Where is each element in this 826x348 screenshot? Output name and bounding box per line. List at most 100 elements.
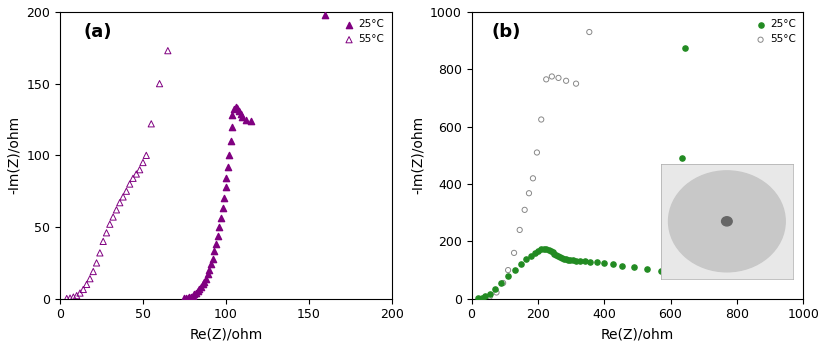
55°C (490, 290, 503, 295)
55°C (539, 77, 553, 82)
55°C (522, 190, 535, 196)
Text: (b): (b) (491, 23, 521, 41)
25°C (224, 138, 237, 144)
25°C (488, 286, 501, 292)
25°C (204, 262, 217, 267)
25°C (539, 246, 553, 252)
25°C (524, 253, 537, 259)
25°C (229, 104, 242, 109)
25°C (584, 259, 597, 264)
25°C (230, 105, 244, 111)
55°C (507, 250, 520, 256)
55°C (501, 267, 515, 273)
55°C (123, 181, 136, 187)
25°C (520, 256, 533, 262)
25°C (495, 280, 508, 285)
Text: (a): (a) (83, 23, 112, 41)
25°C (548, 251, 561, 256)
55°C (133, 167, 146, 173)
25°C (560, 256, 573, 262)
Y-axis label: -Im(Z)/ohm: -Im(Z)/ohm (7, 116, 21, 195)
25°C (234, 111, 247, 117)
25°C (219, 184, 232, 190)
55°C (100, 230, 113, 236)
25°C (641, 266, 654, 271)
55°C (559, 78, 572, 84)
55°C (569, 81, 582, 86)
55°C (77, 287, 90, 292)
55°C (552, 75, 565, 81)
25°C (186, 293, 199, 298)
55°C (530, 150, 544, 155)
55°C (116, 194, 130, 200)
25°C (669, 239, 682, 244)
25°C (179, 295, 192, 301)
55°C (70, 293, 83, 298)
25°C (515, 261, 528, 267)
25°C (201, 271, 214, 277)
55°C (145, 121, 158, 127)
X-axis label: Re(Z)/ohm: Re(Z)/ohm (189, 327, 263, 341)
25°C (616, 263, 629, 269)
25°C (672, 201, 686, 207)
25°C (501, 273, 515, 279)
25°C (564, 257, 577, 263)
25°C (244, 118, 258, 124)
25°C (199, 276, 212, 282)
55°C (513, 227, 526, 233)
25°C (225, 112, 239, 118)
25°C (209, 242, 222, 247)
55°C (67, 294, 80, 300)
55°C (518, 207, 531, 213)
25°C (319, 12, 332, 18)
55°C (93, 250, 107, 256)
25°C (566, 258, 579, 263)
25°C (606, 262, 620, 267)
X-axis label: Re(Z)/ohm: Re(Z)/ohm (601, 327, 674, 341)
55°C (496, 280, 510, 286)
55°C (80, 282, 93, 287)
25°C (178, 296, 191, 301)
25°C (225, 124, 239, 129)
55°C (107, 214, 120, 220)
55°C (534, 117, 548, 122)
25°C (676, 156, 689, 161)
25°C (478, 294, 491, 299)
25°C (216, 206, 229, 211)
25°C (196, 282, 209, 287)
25°C (181, 295, 194, 301)
55°C (140, 152, 153, 158)
25°C (550, 252, 563, 258)
25°C (472, 296, 485, 301)
25°C (239, 117, 252, 122)
25°C (202, 267, 216, 273)
25°C (192, 287, 206, 292)
25°C (558, 256, 571, 261)
55°C (110, 207, 123, 213)
25°C (232, 108, 245, 114)
25°C (628, 264, 641, 270)
25°C (654, 268, 667, 274)
55°C (526, 175, 539, 181)
25°C (475, 295, 488, 301)
55°C (582, 29, 596, 35)
55°C (130, 171, 143, 177)
55°C (90, 260, 103, 266)
55°C (136, 160, 150, 165)
25°C (569, 258, 582, 263)
55°C (103, 221, 116, 227)
25°C (221, 164, 234, 169)
55°C (545, 74, 558, 79)
25°C (211, 233, 224, 238)
25°C (217, 196, 230, 201)
55°C (60, 296, 74, 301)
55°C (153, 81, 166, 86)
25°C (227, 107, 240, 112)
25°C (207, 249, 221, 254)
25°C (235, 114, 249, 119)
55°C (126, 175, 140, 181)
55°C (120, 188, 133, 194)
25°C (562, 257, 575, 262)
25°C (189, 290, 202, 296)
25°C (483, 291, 496, 296)
